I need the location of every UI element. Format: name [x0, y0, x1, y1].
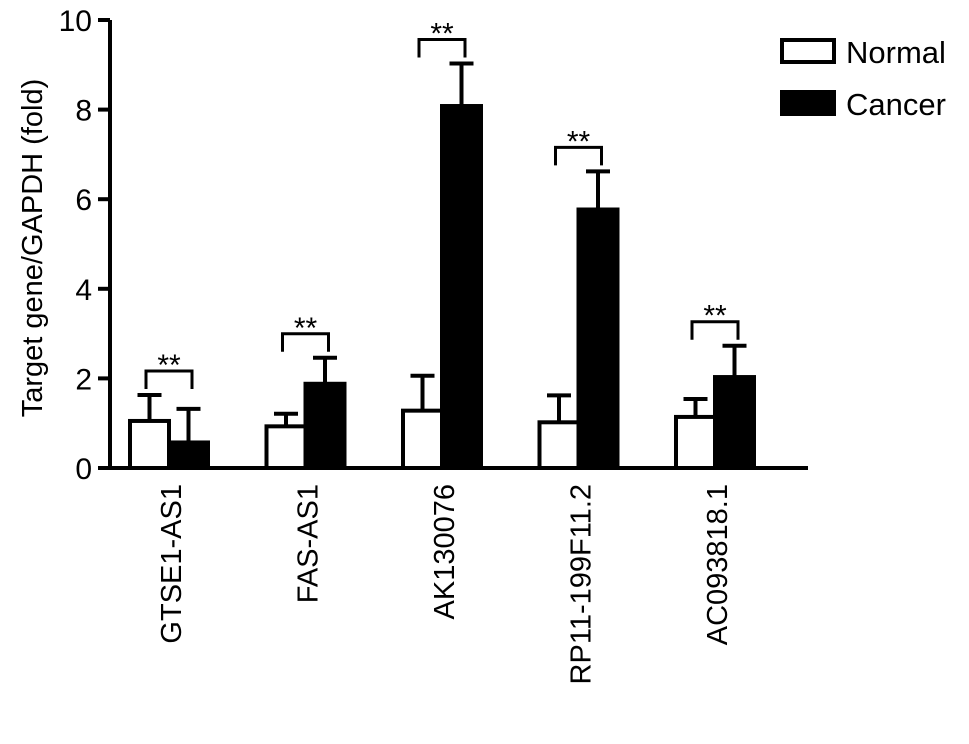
significance-label: **: [567, 125, 591, 158]
significance-label: **: [430, 17, 454, 50]
significance-bracket: [281, 332, 330, 352]
significance-bracket: [417, 37, 467, 58]
bar-normal: [401, 408, 444, 471]
bar-normal: [674, 414, 717, 471]
legend-label-normal: Normal: [846, 35, 946, 70]
y-tick-label: 6: [75, 184, 92, 217]
category-label: AK130076: [429, 484, 461, 619]
legend-swatch-cancer: [780, 90, 836, 116]
legend-label-cancer: Cancer: [846, 87, 946, 122]
significance-bracket: [144, 369, 194, 389]
bar-normal: [537, 420, 581, 470]
bar-cancer: [303, 381, 347, 470]
significance-bracket: [554, 145, 603, 166]
legend-swatch-normal: [780, 38, 836, 64]
category-label: GTSE1-AS1: [156, 484, 188, 644]
significance-label: **: [157, 349, 181, 382]
significance-bracket: [690, 320, 740, 340]
y-tick-label: 0: [75, 453, 92, 486]
y-axis-title: Target gene/GAPDH (fold): [17, 79, 49, 417]
labels: ** GTSE1-AS1 ** FAS-AS1 ** AK130076 ** RP11-199…: [156, 17, 734, 684]
bars: [128, 37, 756, 471]
category-label: AC093818.1: [702, 484, 734, 645]
bar-cancer: [576, 207, 620, 470]
y-tick-label: 8: [75, 95, 92, 128]
significance-label: **: [294, 312, 318, 345]
y-tick-label: 2: [75, 363, 92, 396]
bar-cancer: [440, 104, 483, 471]
bar-normal: [264, 424, 308, 470]
bar-cancer: [713, 375, 756, 470]
bar-normal: [128, 418, 171, 470]
bar-cancer: [167, 440, 210, 470]
y-tick-label: 4: [75, 274, 92, 307]
significance-label: **: [703, 300, 727, 333]
category-label: RP11-199F11.2: [566, 484, 598, 684]
category-label: FAS-AS1: [293, 484, 325, 603]
y-tick-label: 10: [59, 5, 92, 38]
legend: Normal Cancer: [780, 35, 946, 122]
